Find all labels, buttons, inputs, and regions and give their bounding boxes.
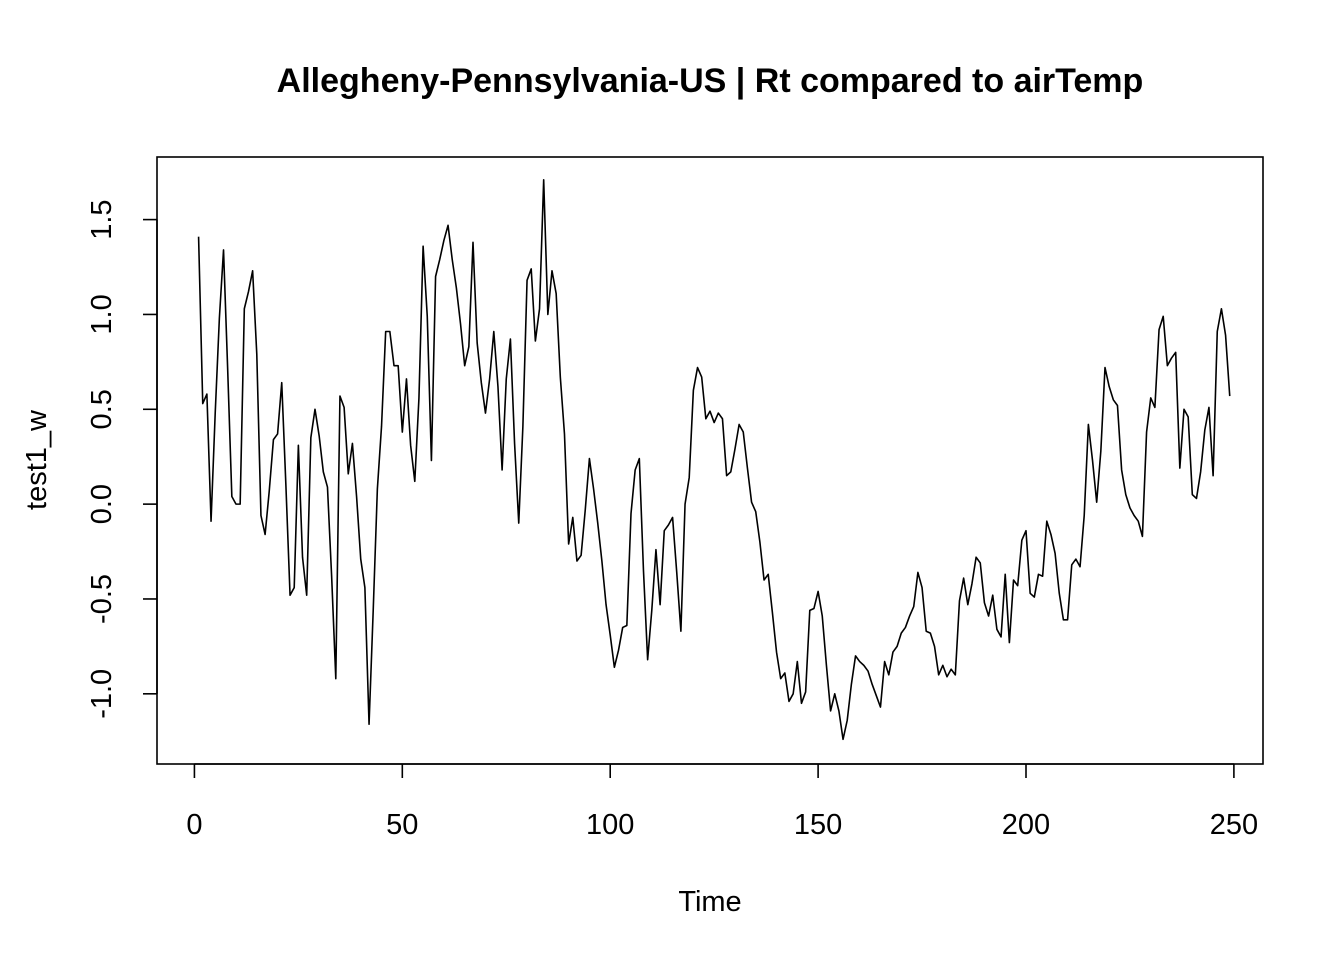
x-tick-label: 200: [1002, 809, 1050, 841]
x-tick-label: 100: [586, 809, 634, 841]
x-axis: 0 50 100 150 200 250: [186, 763, 1258, 841]
y-axis: -1.0 -0.5 0.0 0.5 1.0 1.5: [86, 199, 158, 719]
x-axis-label: Time: [678, 886, 741, 918]
series-line: [197, 178, 1231, 741]
x-tick-label: 250: [1210, 809, 1258, 841]
y-tick-label: 0.5: [86, 389, 118, 429]
y-tick-label: 1.0: [86, 294, 118, 334]
y-tick-label: 1.5: [86, 199, 118, 239]
chart-title: Allegheny-Pennsylvania-US | Rt compared …: [277, 62, 1144, 100]
y-axis-label: test1_w: [21, 409, 53, 510]
x-tick-label: 0: [186, 809, 202, 841]
plot-frame: [156, 156, 1264, 765]
x-tick-label: 50: [386, 809, 418, 841]
y-tick-label: -1.0: [86, 669, 118, 719]
y-tick-label: -0.5: [86, 574, 118, 624]
x-tick-label: 150: [794, 809, 842, 841]
y-tick-label: 0.0: [86, 484, 118, 524]
